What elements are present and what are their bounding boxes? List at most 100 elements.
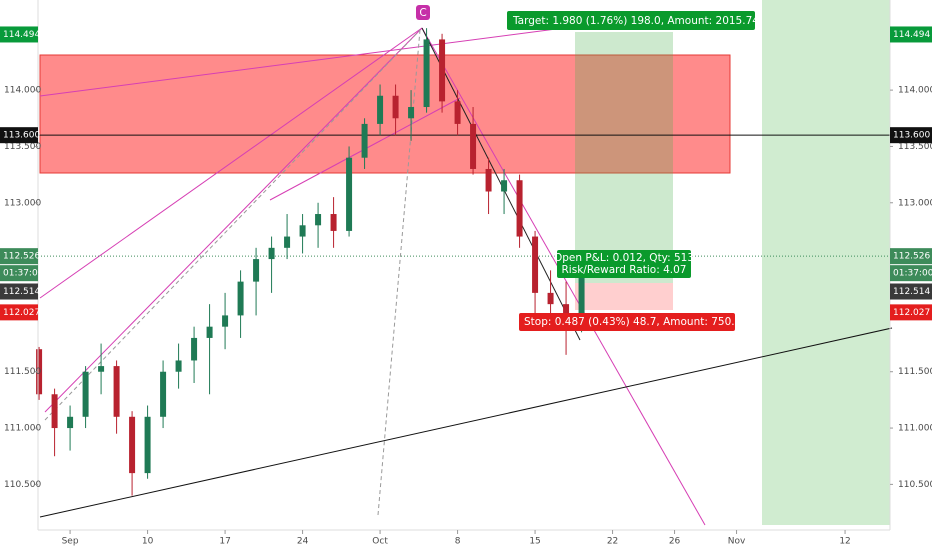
- x-tick-label: 10: [142, 537, 154, 547]
- x-tick-label: 8: [455, 537, 461, 547]
- candle-body: [547, 292, 554, 305]
- candle-body: [408, 107, 415, 119]
- candle: [222, 292, 229, 350]
- candle-body: [299, 225, 306, 237]
- candle-body: [82, 371, 89, 417]
- price-marker-label: 112.526: [3, 252, 40, 262]
- countdown-box: [890, 265, 932, 282]
- candle-body: [516, 180, 523, 237]
- candle-body: [470, 123, 477, 169]
- stop-zone: [575, 283, 673, 310]
- candle: [144, 405, 151, 479]
- candle-body: [454, 101, 461, 124]
- x-tick-label: Nov: [728, 537, 746, 547]
- trend-line: [39, 21, 611, 97]
- candle-body: [315, 214, 322, 226]
- candle-body: [160, 371, 167, 417]
- candle-body: [377, 95, 384, 124]
- candle: [268, 236, 275, 293]
- candle-body: [423, 39, 430, 108]
- pnl-label: Open P&L: 0.012, Qty: 513: [554, 252, 694, 264]
- price-marker-label: 112.514: [893, 287, 930, 297]
- candle-body: [51, 394, 58, 429]
- candle-body: [67, 416, 74, 429]
- candle: [206, 304, 213, 395]
- price-marker-label: 112.526: [893, 252, 930, 262]
- trend-line: [39, 27, 423, 299]
- candle-body: [485, 168, 492, 192]
- price-marker: [890, 127, 932, 144]
- y-tick-label: 113.500: [898, 142, 932, 152]
- candle-body: [129, 416, 136, 474]
- pivot-label: C: [419, 7, 426, 19]
- target-label: Target: 1.980 (1.76%) 198.0, Amount: 201…: [512, 15, 759, 27]
- candle: [377, 84, 384, 136]
- price-marker: [0, 26, 38, 43]
- candle-body: [191, 337, 198, 361]
- y-tick-label: 111.500: [4, 367, 41, 377]
- candle-body: [206, 326, 213, 338]
- candle: [82, 366, 89, 429]
- candle: [485, 157, 492, 215]
- candle: [284, 214, 291, 260]
- candle-body: [532, 236, 539, 293]
- countdown-box: [0, 265, 38, 282]
- y-tick-label: 114.000: [4, 86, 41, 96]
- candle: [346, 146, 353, 237]
- candle: [516, 174, 523, 248]
- price-marker: [890, 26, 932, 43]
- x-tick-label: 22: [607, 537, 618, 547]
- candle-body: [361, 123, 368, 158]
- candle: [454, 90, 461, 136]
- supply-zone: [39, 54, 731, 174]
- x-tick-label: 17: [219, 537, 230, 547]
- price-marker-label: 112.514: [3, 287, 40, 297]
- stop-label-box: [519, 313, 735, 331]
- candle: [253, 247, 260, 316]
- candle: [175, 343, 182, 389]
- candle: [470, 107, 477, 175]
- trend-line: [421, 27, 581, 341]
- candle-body: [439, 39, 446, 102]
- candle: [299, 214, 306, 254]
- candle: [501, 168, 508, 215]
- candle-body: [98, 366, 105, 372]
- pivot-box: [416, 5, 430, 20]
- x-tick-label: 12: [839, 537, 850, 547]
- candle: [51, 388, 58, 457]
- price-marker: [890, 283, 932, 300]
- stop-label: Stop: 0.487 (0.43%) 48.7, Amount: 750.17: [524, 316, 748, 328]
- target-label-box: [507, 11, 755, 30]
- candle-body: [222, 315, 229, 327]
- x-tick-label: Sep: [62, 537, 79, 547]
- candle-body: [175, 360, 182, 372]
- x-tick-label: Oct: [372, 537, 388, 547]
- candle-body: [253, 259, 260, 282]
- candle-body: [237, 281, 244, 316]
- candle-body: [501, 180, 508, 192]
- candle: [392, 84, 399, 136]
- x-tick-label: 15: [529, 537, 540, 547]
- y-tick-label: 111.000: [898, 424, 932, 434]
- plot: [36, 0, 893, 526]
- trend-line: [44, 27, 423, 413]
- countdown: 01:37:00: [893, 269, 932, 279]
- candle: [160, 360, 167, 429]
- x-tick-label: 24: [297, 537, 309, 547]
- price-marker-label: 113.600: [3, 131, 40, 141]
- price-marker-label: 114.494: [893, 30, 930, 40]
- y-tick-label: 114.000: [898, 86, 932, 96]
- candle: [439, 33, 446, 113]
- candle-body: [284, 236, 291, 248]
- price-marker-label: 112.027: [3, 308, 40, 318]
- y-tick-label: 113.500: [4, 142, 41, 152]
- ratio-label: Risk/Reward Ratio: 4.07: [562, 264, 687, 276]
- candle: [129, 411, 136, 496]
- price-marker: [0, 304, 38, 321]
- candle: [423, 28, 430, 113]
- y-tick-label: 113.000: [4, 198, 41, 208]
- y-tick-label: 111.500: [898, 367, 932, 377]
- price-marker: [890, 304, 932, 321]
- candle-body: [268, 247, 275, 260]
